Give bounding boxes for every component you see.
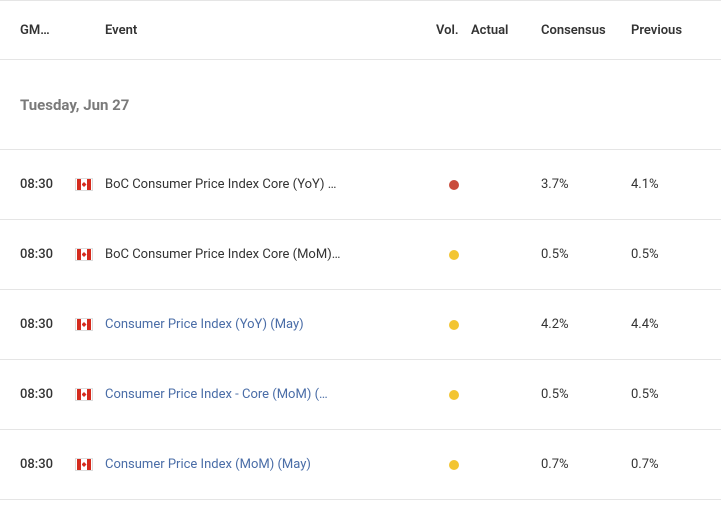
volatility-dot-icon xyxy=(449,180,459,190)
flag-canada-icon xyxy=(75,458,93,471)
table-body: 08:30 BoC Consumer Price Index Core (YoY)… xyxy=(0,150,721,500)
previous-value: 0.5% xyxy=(631,387,701,402)
country-flag-cell xyxy=(75,388,105,401)
header-consensus: Consensus xyxy=(541,23,631,38)
flag-canada-icon xyxy=(75,178,93,191)
volatility-cell xyxy=(436,460,471,470)
header-vol: Vol. xyxy=(436,23,471,38)
event-link[interactable]: Consumer Price Index (YoY) (May) xyxy=(105,317,436,332)
date-group-header: Tuesday, Jun 27 xyxy=(0,60,721,150)
flag-canada-icon xyxy=(75,388,93,401)
table-row[interactable]: 08:30 Consumer Price Index (MoM) (May) 0.7… xyxy=(0,430,721,500)
country-flag-cell xyxy=(75,178,105,191)
consensus-value: 0.5% xyxy=(541,247,631,262)
country-flag-cell xyxy=(75,248,105,261)
header-event: Event xyxy=(105,23,436,38)
table-row[interactable]: 08:30 BoC Consumer Price Index Core (YoY)… xyxy=(0,150,721,220)
volatility-dot-icon xyxy=(449,320,459,330)
event-link[interactable]: Consumer Price Index - Core (MoM) (… xyxy=(105,387,436,402)
table-header-row: GM… Event Vol. Actual Consensus Previous xyxy=(0,0,721,60)
header-previous: Previous xyxy=(631,23,701,38)
consensus-value: 3.7% xyxy=(541,177,631,192)
consensus-value: 4.2% xyxy=(541,317,631,332)
volatility-dot-icon xyxy=(449,250,459,260)
previous-value: 0.5% xyxy=(631,247,701,262)
event-time: 08:30 xyxy=(20,177,75,192)
event-time: 08:30 xyxy=(20,317,75,332)
event-time: 08:30 xyxy=(20,247,75,262)
volatility-cell xyxy=(436,320,471,330)
table-row[interactable]: 08:30 Consumer Price Index (YoY) (May) 4.2… xyxy=(0,290,721,360)
event-name: BoC Consumer Price Index Core (YoY) … xyxy=(105,177,436,192)
table-row[interactable]: 08:30 Consumer Price Index - Core (MoM) (… xyxy=(0,360,721,430)
volatility-cell xyxy=(436,180,471,190)
table-row[interactable]: 08:30 BoC Consumer Price Index Core (MoM)… xyxy=(0,220,721,290)
volatility-dot-icon xyxy=(449,460,459,470)
previous-value: 4.1% xyxy=(631,177,701,192)
flag-canada-icon xyxy=(75,318,93,331)
header-gmt: GM… xyxy=(20,23,75,38)
volatility-cell xyxy=(436,390,471,400)
previous-value: 0.7% xyxy=(631,457,701,472)
volatility-dot-icon xyxy=(449,390,459,400)
country-flag-cell xyxy=(75,318,105,331)
date-label: Tuesday, Jun 27 xyxy=(20,96,129,114)
event-time: 08:30 xyxy=(20,457,75,472)
event-time: 08:30 xyxy=(20,387,75,402)
previous-value: 4.4% xyxy=(631,317,701,332)
consensus-value: 0.5% xyxy=(541,387,631,402)
consensus-value: 0.7% xyxy=(541,457,631,472)
event-link[interactable]: Consumer Price Index (MoM) (May) xyxy=(105,457,436,472)
country-flag-cell xyxy=(75,458,105,471)
economic-calendar-table: GM… Event Vol. Actual Consensus Previous… xyxy=(0,0,721,500)
header-actual: Actual xyxy=(471,23,541,38)
volatility-cell xyxy=(436,250,471,260)
event-name: BoC Consumer Price Index Core (MoM)… xyxy=(105,247,436,262)
flag-canada-icon xyxy=(75,248,93,261)
